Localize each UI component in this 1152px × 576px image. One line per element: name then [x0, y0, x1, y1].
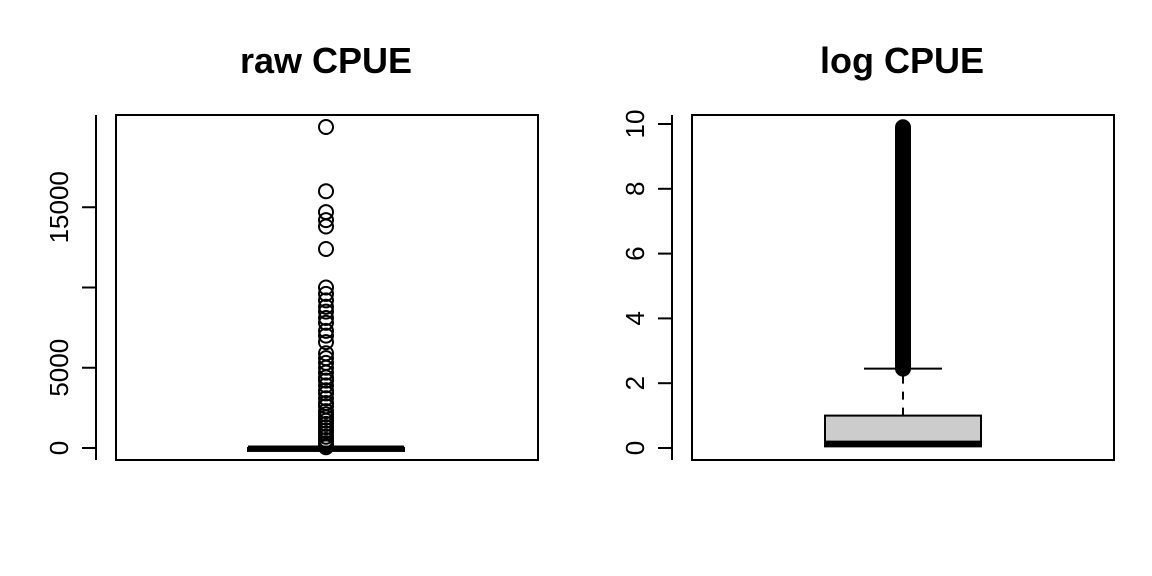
outlier-point: [318, 364, 334, 381]
outlier-point: [318, 359, 334, 376]
y-tick-label: 5000: [44, 339, 74, 397]
outlier-point: [318, 303, 334, 320]
plot-frame: [115, 114, 539, 461]
outlier-point: [318, 309, 334, 326]
outlier-point: [318, 204, 334, 221]
y-tick-label: 0: [44, 441, 74, 455]
outlier-point: [895, 119, 911, 136]
y-tick-label: 10: [620, 110, 650, 139]
outlier-point: [318, 292, 334, 309]
y-tick-label: 2: [620, 376, 650, 390]
panel-title: log CPUE: [820, 40, 984, 81]
outlier-point: [318, 334, 334, 351]
outlier-point: [318, 279, 334, 296]
y-tick-label: 15000: [44, 171, 74, 243]
plot-frame: [691, 114, 1115, 461]
outlier-point: [318, 298, 334, 315]
y-tick-label: 6: [620, 246, 650, 260]
outlier-point: [318, 240, 334, 257]
box-marks: [824, 119, 982, 448]
outlier-point: [318, 183, 334, 200]
box-marks: [247, 119, 405, 456]
y-tick-label: 8: [620, 182, 650, 196]
panel-title: raw CPUE: [240, 40, 412, 81]
y-tick-label: 0: [620, 441, 650, 455]
y-axis: 0 5000 15000: [44, 171, 96, 455]
outlier-point: [318, 377, 334, 394]
outlier-point: [318, 285, 334, 302]
outlier-point: [318, 385, 334, 402]
outlier-point: [318, 218, 334, 235]
outlier-point: [318, 119, 334, 135]
outlier-point: [318, 314, 334, 331]
panel-raw-cpue: raw CPUE 0 5000 15000: [44, 40, 539, 461]
outlier-point: [318, 212, 334, 229]
panel-log-cpue: log CPUE 0 2 4 6 8 10: [620, 40, 1115, 461]
y-axis: 0 2 4 6 8 10: [620, 110, 672, 455]
outlier-point: [318, 322, 334, 339]
outlier-point: [318, 372, 334, 389]
y-tick-label: 4: [620, 311, 650, 325]
outlier-point: [318, 327, 334, 344]
outlier-point: [318, 390, 334, 407]
